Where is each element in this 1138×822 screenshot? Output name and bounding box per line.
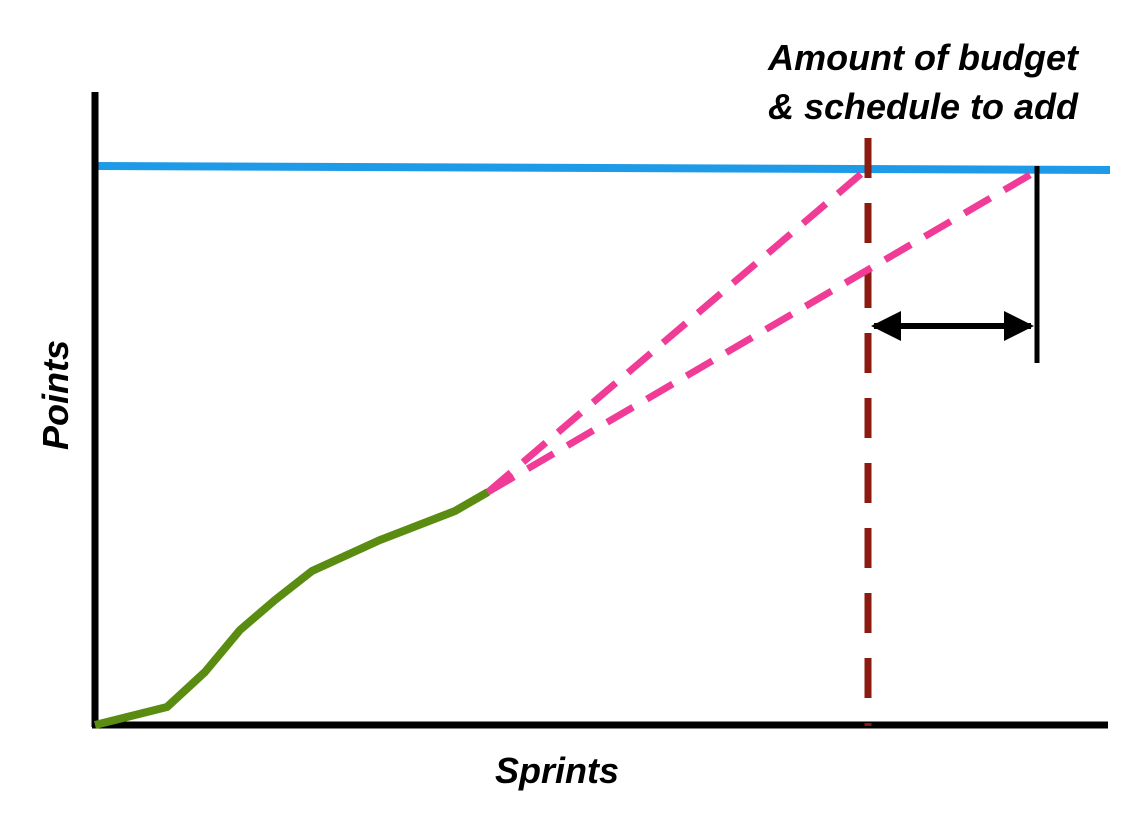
annotation-line: & schedule to add xyxy=(768,86,1079,127)
y-axis-label: Points xyxy=(35,340,76,450)
annotation-line: Amount of budget xyxy=(767,37,1080,78)
scope-line xyxy=(94,162,1111,174)
projection-fast xyxy=(485,165,871,495)
x-axis-label: Sprints xyxy=(495,750,619,791)
progress-line xyxy=(94,488,490,729)
projection-slow xyxy=(486,168,1037,496)
